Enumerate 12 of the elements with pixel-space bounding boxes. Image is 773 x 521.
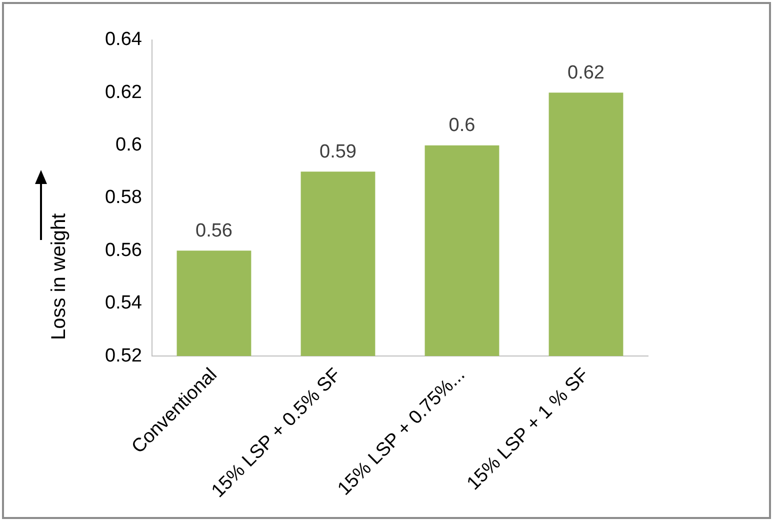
data-label: 0.59 [319,141,356,162]
y-tick-label: 0.52 [104,345,142,366]
y-axis-title: Loss in weight [48,213,71,340]
y-tick-label: 0.62 [104,82,142,103]
y-tick-label: 0.6 [116,134,142,156]
data-label: 0.56 [195,220,232,242]
data-label: 0.6 [448,115,476,136]
y-tick-label: 0.58 [104,187,142,208]
y-tick-label: 0.54 [104,292,142,314]
y-tick-label: 0.64 [104,29,142,50]
y-tick-label: 0.56 [104,240,142,261]
data-label: 0.62 [568,62,604,84]
